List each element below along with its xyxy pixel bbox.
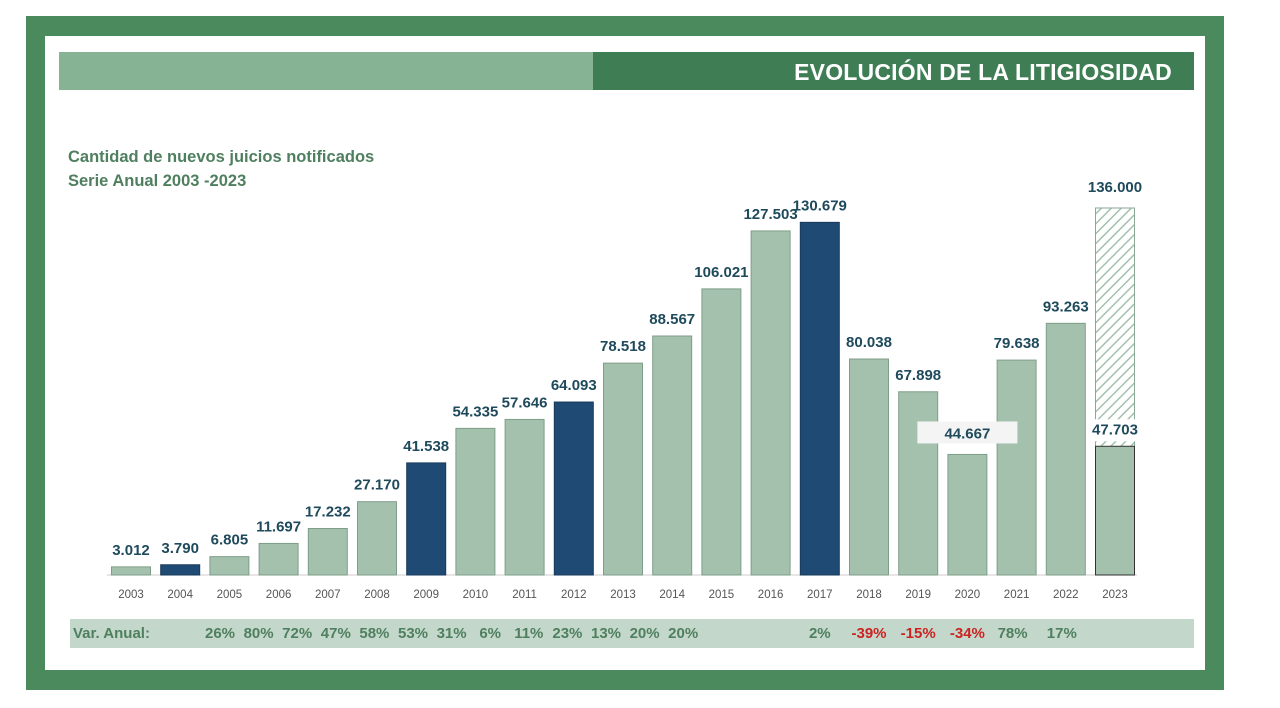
value-label-2017: 130.679 xyxy=(793,197,847,214)
value-label-2015: 106.021 xyxy=(694,264,748,281)
variation-2021: 78% xyxy=(997,625,1028,642)
variation-2013: 23% xyxy=(552,625,583,642)
x-tick-2013: 2013 xyxy=(610,589,636,601)
variation-label: Var. Anual: xyxy=(73,625,150,642)
variation-2005: 80% xyxy=(243,625,274,642)
value-label-2023-total: 136.000 xyxy=(1088,179,1142,196)
bar-2022 xyxy=(1045,322,1086,576)
variation-2018: -39% xyxy=(851,625,887,642)
variation-2014: 13% xyxy=(590,625,622,642)
x-tick-2005: 2005 xyxy=(217,589,243,601)
value-label-2022: 93.263 xyxy=(1043,298,1089,315)
bar-2013 xyxy=(603,362,643,576)
bar-2009 xyxy=(406,462,447,576)
x-tick-2004: 2004 xyxy=(167,589,193,601)
bar-2023-actual xyxy=(1095,445,1135,576)
variation-2004: 26% xyxy=(204,625,236,642)
chart-subtitle-line-1: Cantidad de nuevos juicios notificados xyxy=(68,148,375,166)
variation-2011: 6% xyxy=(479,625,502,642)
variation-2009: 53% xyxy=(397,625,429,642)
chart-subtitle-line-2: Serie Anual 2003 -2023 xyxy=(68,172,247,190)
banner-dark-band: EVOLUCIÓN DE LA LITIGIOSIDAD xyxy=(593,52,1194,90)
x-tick-2021: 2021 xyxy=(1004,589,1030,601)
variation-2006: 72% xyxy=(282,625,313,642)
variation-2020: -34% xyxy=(949,625,985,642)
variation-2016: 20% xyxy=(668,625,699,642)
bar-2021 xyxy=(996,359,1037,576)
x-tick-2006: 2006 xyxy=(266,589,292,601)
value-label-2006: 11.697 xyxy=(256,518,301,535)
bar-2010 xyxy=(455,427,496,576)
x-tick-2020: 2020 xyxy=(955,589,981,601)
variation-2019: -15% xyxy=(900,625,936,642)
bar-2007 xyxy=(307,527,348,576)
banner-light-band xyxy=(59,52,599,90)
variation-2007: 47% xyxy=(320,625,351,642)
page-title: EVOLUCIÓN DE LA LITIGIOSIDAD xyxy=(794,59,1172,85)
bar-2017 xyxy=(799,221,840,576)
x-tick-2011: 2011 xyxy=(512,589,537,601)
value-label-2018: 80.038 xyxy=(846,334,892,351)
bar-2016 xyxy=(750,230,791,576)
bar-2018 xyxy=(849,358,889,576)
x-tick-2012: 2012 xyxy=(561,589,587,601)
bar-2014 xyxy=(652,335,693,576)
bar-2003 xyxy=(111,566,151,576)
value-label-2005: 6.805 xyxy=(211,532,249,549)
value-label-2008: 27.170 xyxy=(354,477,400,494)
value-label-2013: 78.518 xyxy=(600,338,646,355)
slide-panel: EVOLUCIÓN DE LA LITIGIOSIDAD Cantidad de… xyxy=(45,36,1205,670)
x-tick-2014: 2014 xyxy=(659,589,685,601)
value-label-2020: 44.667 xyxy=(944,425,990,442)
x-tick-2023: 2023 xyxy=(1102,589,1128,601)
bar-2020 xyxy=(947,453,988,576)
bar-2006 xyxy=(258,542,299,576)
variation-2022: 17% xyxy=(1046,625,1077,642)
bar-2011 xyxy=(504,418,545,576)
value-label-2010: 54.335 xyxy=(452,403,498,420)
x-tick-2009: 2009 xyxy=(413,589,439,601)
value-label-2021: 79.638 xyxy=(994,335,1040,352)
x-tick-2007: 2007 xyxy=(315,589,341,601)
value-label-2019: 67.898 xyxy=(895,367,941,384)
x-tick-2018: 2018 xyxy=(856,589,882,601)
x-tick-2015: 2015 xyxy=(709,589,735,601)
value-label-2016: 127.503 xyxy=(743,206,797,223)
x-tick-2008: 2008 xyxy=(364,589,390,601)
bar-2012 xyxy=(553,401,594,576)
value-label-2011: 57.646 xyxy=(502,394,548,411)
variation-2010: 31% xyxy=(436,625,467,642)
value-label-bg-2023 xyxy=(1088,419,1142,442)
variation-2015: 20% xyxy=(629,625,660,642)
value-label-bg-2020 xyxy=(917,421,1018,444)
x-tick-2019: 2019 xyxy=(905,589,931,601)
x-tick-2017: 2017 xyxy=(807,589,833,601)
x-tick-2010: 2010 xyxy=(463,589,489,601)
x-tick-2016: 2016 xyxy=(758,589,784,601)
x-tick-2003: 2003 xyxy=(118,589,144,601)
slide-frame: EVOLUCIÓN DE LA LITIGIOSIDAD Cantidad de… xyxy=(26,16,1224,690)
x-tick-2022: 2022 xyxy=(1053,589,1079,601)
variation-2012: 11% xyxy=(514,625,544,642)
bar-2005 xyxy=(209,556,250,576)
value-label-2023-actual: 47.703 xyxy=(1092,421,1138,438)
value-label-2004: 3.790 xyxy=(161,540,199,557)
annual-variation-strip: Var. Anual: 26% 80% 72% 47% 58% 53% 31% 6% 11% 23… xyxy=(70,619,1194,648)
variation-2017: 2% xyxy=(808,625,831,642)
value-label-2012: 64.093 xyxy=(551,377,597,394)
variation-2008: 58% xyxy=(359,625,390,642)
value-label-2007: 17.232 xyxy=(305,503,351,520)
bar-2008 xyxy=(357,501,397,576)
bar-2019 xyxy=(898,391,939,576)
value-label-2003: 3.012 xyxy=(112,542,150,559)
bar-2015 xyxy=(701,288,742,576)
value-label-2014: 88.567 xyxy=(649,311,695,328)
bar-2004 xyxy=(160,564,201,576)
value-label-2009: 41.538 xyxy=(403,438,449,455)
